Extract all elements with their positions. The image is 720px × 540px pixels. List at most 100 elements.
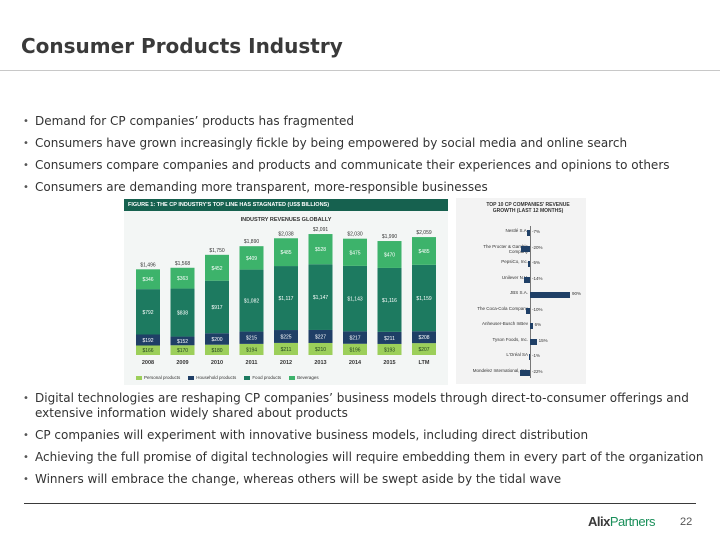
total-label: $2,059 <box>416 230 432 236</box>
category-label: 2010 <box>211 360 223 366</box>
total-label: $1,890 <box>244 239 260 245</box>
total-label: $1,750 <box>209 248 225 254</box>
bar-segment <box>136 345 160 355</box>
data-label: $346 <box>142 277 153 283</box>
revenue-growth-figure: TOP 10 CP COMPANIES' REVENUE GROWTH (LAS… <box>456 198 586 384</box>
growth-bar <box>523 276 530 283</box>
category-label: 2015 <box>383 360 395 366</box>
growth-row: JBS S.A. 90% <box>456 288 586 305</box>
data-label: $452 <box>211 266 222 272</box>
chart-title: TOP 10 CP COMPANIES' REVENUE GROWTH (LAS… <box>486 202 570 214</box>
top-bullet-list: Demand for CP companies’ products has fr… <box>21 114 701 202</box>
growth-value-label: -22% <box>532 368 543 374</box>
page-number: 22 <box>680 516 693 528</box>
legend-item: Food products <box>244 375 281 380</box>
growth-value-label: 15% <box>538 337 548 343</box>
company-label: JBS S.A. <box>509 290 528 295</box>
data-label: $1,082 <box>244 299 260 305</box>
company-label: The Coca-Cola Company <box>477 305 528 311</box>
data-label: $196 <box>349 347 360 353</box>
chart-title: INDUSTRY REVENUES GLOBALLY <box>240 217 332 223</box>
growth-row: The Procter & Gamble Company -20% <box>456 242 586 259</box>
bar-segment <box>343 343 367 355</box>
data-label: $207 <box>418 347 429 353</box>
growth-value-label: -1% <box>532 353 541 358</box>
figure-header: FIGURE 1: THE CP INDUSTRY'S TOP LINE HAS… <box>124 199 448 211</box>
growth-bar <box>521 245 530 252</box>
category-label: LTM <box>419 360 430 366</box>
growth-value-label: -14% <box>532 275 543 281</box>
data-label: $215 <box>246 336 257 342</box>
bar-segment <box>274 238 298 267</box>
bar-segment <box>377 241 402 268</box>
data-label: $211 <box>281 347 292 353</box>
growth-bar <box>520 369 530 376</box>
footer-divider <box>24 503 696 504</box>
data-label: $1,117 <box>279 296 294 302</box>
growth-value-label: -10% <box>532 306 543 312</box>
bar-segment <box>343 331 367 344</box>
growth-value-label: -5% <box>532 260 541 265</box>
bullet-item: Achieving the full promise of digital te… <box>21 450 706 465</box>
growth-value-label: -20% <box>532 244 543 250</box>
bullet-item: Consumers compare companies and products… <box>21 158 701 173</box>
bar-segment <box>170 288 195 337</box>
category-label: 2011 <box>246 360 258 366</box>
company-label: Unilever N.V. <box>501 274 528 280</box>
company-label: PepsiCo, Inc. <box>501 259 528 264</box>
bar-segment <box>274 266 298 331</box>
bar-segment <box>343 265 367 332</box>
bullet-item: Consumers are demanding more transparent… <box>21 180 701 195</box>
category-label: 2008 <box>142 360 154 366</box>
bar-segment <box>377 343 402 355</box>
bar-segment <box>205 254 229 281</box>
bar-segment <box>205 333 229 345</box>
bar-segment <box>377 267 402 332</box>
data-label: $152 <box>177 339 188 345</box>
bar-segment <box>308 234 333 265</box>
data-label: $470 <box>384 252 395 258</box>
legend-item: Household products <box>188 375 236 380</box>
growth-bar <box>530 292 570 298</box>
bar-segment <box>274 330 298 343</box>
growth-bar <box>530 323 533 329</box>
data-label: $208 <box>418 335 429 341</box>
industry-revenue-figure: FIGURE 1: THE CP INDUSTRY'S TOP LINE HAS… <box>124 199 448 385</box>
bar-segment <box>170 267 195 289</box>
slide-title: Consumer Products Industry <box>21 34 343 58</box>
growth-bar <box>525 307 530 314</box>
company-label: L'Oréal SA <box>506 352 528 357</box>
bar-segment <box>205 280 229 334</box>
category-label: 2009 <box>176 360 188 366</box>
data-label: $475 <box>349 250 360 256</box>
legend-item: Personal products <box>136 375 180 380</box>
company-label: Tyson Foods, Inc. <box>492 336 528 342</box>
data-label: $217 <box>349 336 360 342</box>
total-label: $2,030 <box>347 232 363 238</box>
bar-segment <box>239 343 264 355</box>
bottom-bullet-list: Digital technologies are reshaping CP co… <box>21 391 706 494</box>
bar-segment <box>136 289 160 335</box>
data-label: $1,147 <box>313 295 329 301</box>
bar-segment <box>412 237 436 265</box>
growth-row: Nestlé S.A. -7% <box>456 226 586 243</box>
data-label: $170 <box>177 348 188 354</box>
category-label: 2013 <box>314 360 326 366</box>
title-divider <box>0 70 720 71</box>
data-label: $192 <box>142 338 153 344</box>
growth-bar <box>526 230 530 236</box>
data-label: $838 <box>177 311 188 317</box>
bar-segment <box>239 246 264 270</box>
data-label: $194 <box>246 347 257 353</box>
bar-segment <box>274 342 298 355</box>
growth-row: The Coca-Cola Company -10% <box>456 304 586 321</box>
growth-row: Tyson Foods, Inc. 15% <box>456 335 586 352</box>
bar-segment <box>239 269 264 332</box>
bar-segment <box>205 344 229 355</box>
bar-segment <box>136 334 160 346</box>
bar-segment <box>412 331 436 344</box>
bar-segment <box>377 331 402 344</box>
data-label: $227 <box>315 334 326 340</box>
company-label: Mondelez International, Inc. <box>472 367 528 373</box>
growth-row: Anheuser-Busch InBev 6% <box>456 319 586 336</box>
